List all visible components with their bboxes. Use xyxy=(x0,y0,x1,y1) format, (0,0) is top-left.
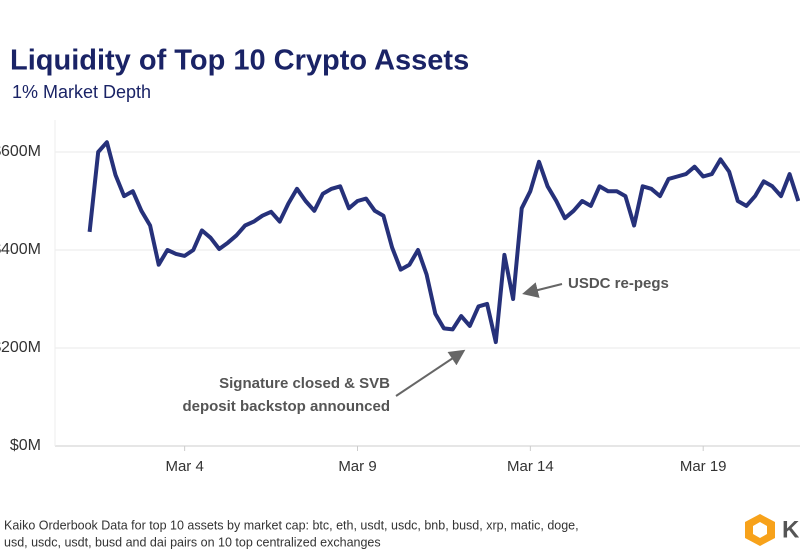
chart-title: Liquidity of Top 10 Crypto Assets xyxy=(10,45,469,77)
y-tick-label: $400M xyxy=(0,241,41,258)
logo-mark xyxy=(745,514,775,546)
y-tick-label: $0M xyxy=(10,437,41,454)
x-tick-label: Mar 4 xyxy=(165,458,203,475)
annotation-arrow xyxy=(522,282,563,298)
annotation-arrow xyxy=(395,349,466,397)
chart-subtitle: 1% Market Depth xyxy=(12,82,151,102)
annotation: Signature closed & SVB xyxy=(219,375,390,392)
source-line: usd, usdc, usdt, busd and dai pairs on 1… xyxy=(4,535,381,549)
data-line xyxy=(87,140,800,345)
logo-text: KAIKO xyxy=(782,516,800,543)
plot: $0M $200M $400M $600M Mar 4 Mar 9 Mar 14 Mar 19 xyxy=(0,120,800,475)
source-line: Kaiko Orderbook Data for top 10 assets b… xyxy=(4,518,579,532)
annotation: USDC re-pegs xyxy=(568,275,669,292)
y-tick-label: $600M xyxy=(0,143,41,160)
annotation: deposit backstop announced xyxy=(182,398,390,415)
y-tick-label: $200M xyxy=(0,339,41,356)
x-tick-label: Mar 9 xyxy=(338,458,376,475)
x-tick-label: Mar 14 xyxy=(507,458,554,475)
x-tick-label: Mar 19 xyxy=(680,458,727,475)
